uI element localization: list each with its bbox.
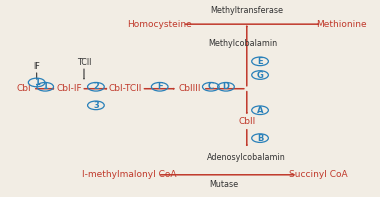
Text: Adenosylcobalamin: Adenosylcobalamin — [207, 153, 286, 162]
Text: CblI: CblI — [238, 117, 255, 126]
Text: Homocysteine: Homocysteine — [127, 20, 192, 29]
Text: 2: 2 — [93, 82, 99, 91]
Text: Mutase: Mutase — [209, 180, 239, 189]
Text: IF: IF — [33, 62, 40, 71]
Text: l-methylmalonyl CoA: l-methylmalonyl CoA — [82, 170, 177, 179]
Text: Cbl: Cbl — [16, 84, 31, 93]
Text: Methyltransferase: Methyltransferase — [210, 6, 283, 15]
Text: Cbl-IF: Cbl-IF — [56, 84, 82, 93]
Text: Cbl-TCII: Cbl-TCII — [109, 84, 142, 93]
Text: 3: 3 — [93, 101, 99, 110]
Text: A: A — [257, 106, 263, 115]
Text: Succinyl CoA: Succinyl CoA — [290, 170, 348, 179]
Text: Methylcobalamin: Methylcobalamin — [209, 39, 277, 48]
Text: F: F — [157, 82, 163, 91]
Text: B: B — [257, 134, 263, 143]
Text: Methionine: Methionine — [316, 20, 367, 29]
Text: TCII: TCII — [77, 58, 91, 67]
Text: C: C — [208, 82, 214, 91]
Text: 1: 1 — [42, 82, 48, 91]
Text: 1: 1 — [34, 78, 40, 87]
Text: D: D — [222, 82, 230, 91]
Text: E: E — [257, 57, 263, 66]
Text: G: G — [256, 71, 263, 80]
Text: CblIII: CblIII — [179, 84, 201, 93]
